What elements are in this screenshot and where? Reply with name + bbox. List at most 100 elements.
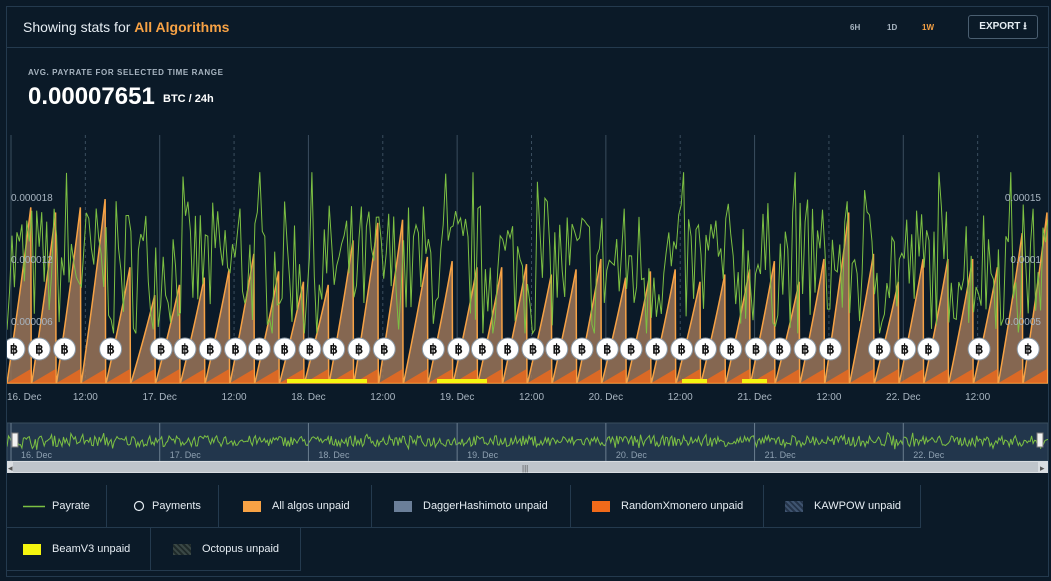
payment-circle-icon [149,337,173,361]
title-prefix: Showing stats for [23,19,131,35]
bitcoin-icon: ฿ [206,342,214,357]
legend-daggerhashimoto[interactable]: DaggerHashimoto unpaid [372,485,571,528]
payment-marker[interactable]: ฿ [867,337,891,361]
range-6h-button[interactable]: 6H [850,23,861,32]
payment-marker[interactable]: ฿ [619,337,643,361]
legend-all-algos[interactable]: All algos unpaid [219,485,372,528]
payment-marker[interactable]: ฿ [173,337,197,361]
payment-marker[interactable]: ฿ [298,337,322,361]
payrate-chart[interactable]: 0.000018 0.000012 0.000006 0.00015 0.0001 0.0… [7,135,1048,475]
legend-kawpow[interactable]: KAWPOW unpaid [764,485,921,528]
randomxmonero-unpaid-area [800,369,824,383]
payment-marker[interactable]: ฿ [99,337,123,361]
bitcoin-icon: ฿ [826,342,834,357]
payment-circle-icon [693,337,717,361]
avg-payrate-unit: BTC / 24h [163,93,214,105]
payment-marker[interactable]: ฿ [545,337,569,361]
y-axis-ticks: 0.000018 0.000012 0.000006 0.00015 0.0001 0.0… [11,193,1041,328]
legend-payrate[interactable]: Payrate [7,485,107,528]
payment-marker[interactable]: ฿ [893,337,917,361]
scroll-right-icon: ▸ [1040,463,1045,473]
payment-marker[interactable]: ฿ [322,337,346,361]
y-left-tick-label: 0.000006 [11,317,53,328]
payment-marker[interactable]: ฿ [347,337,371,361]
x-tick-label: 12:00 [519,392,544,403]
payment-marker[interactable]: ฿ [670,337,694,361]
payment-marker[interactable]: ฿ [693,337,717,361]
navigator-right-handle[interactable] [1036,432,1044,448]
payment-marker[interactable]: ฿ [917,337,941,361]
x-tick-label: 12:00 [816,392,841,403]
payment-marker[interactable]: ฿ [818,337,842,361]
payment-circle-icon [298,337,322,361]
payment-marker[interactable]: ฿ [27,337,51,361]
bitcoin-icon: ฿ [678,342,686,357]
x-tick-label: 12:00 [73,392,98,403]
export-button[interactable]: EXPORT ⭳ [968,15,1038,39]
payment-marker[interactable]: ฿ [768,337,792,361]
payment-marker[interactable]: ฿ [793,337,817,361]
bitcoin-icon: ฿ [157,342,165,357]
algorithm-selector[interactable]: All Algorithms [134,19,230,35]
payment-marker[interactable]: ฿ [1016,337,1040,361]
randomxmonero-unpaid-area [651,369,676,383]
legend-randomxmonero[interactable]: RandomXmonero unpaid [571,485,764,528]
beamv3-unpaid-area [682,379,707,383]
payment-circle-icon [7,337,26,361]
range-1w-button[interactable]: 1W [922,23,934,32]
navigator-left-handle[interactable] [11,432,19,448]
payment-marker[interactable]: ฿ [149,337,173,361]
payment-marker[interactable]: ฿ [447,337,471,361]
payment-circle-icon [322,337,346,361]
payment-circle-icon [99,337,123,361]
legend-payments[interactable]: Payments [107,485,219,528]
bitcoin-icon: ฿ [924,342,932,357]
bitcoin-icon: ฿ [553,342,561,357]
beamv3-unpaid-area [437,379,487,383]
randomxmonero-unpaid-area [750,369,775,383]
payment-marker[interactable]: ฿ [719,337,743,361]
x-tick-label: 18. Dec [291,392,325,403]
navigator-tick-label: 16. Dec [21,450,53,460]
payment-marker[interactable]: ฿ [521,337,545,361]
all-algos-unpaid-area [7,198,1048,384]
payment-circle-icon [570,337,594,361]
payment-marker[interactable]: ฿ [224,337,248,361]
randomxmonero-unpaid-area [775,369,800,383]
panel-title: Showing stats for All Algorithms [23,19,229,35]
payment-marker[interactable]: ฿ [496,337,520,361]
avg-payrate-label: AVG. PAYRATE FOR SELECTED TIME RANGE [28,68,224,77]
payment-marker[interactable]: ฿ [470,337,494,361]
legend-octopus[interactable]: Octopus unpaid [151,528,301,571]
range-1d-button[interactable]: 1D [887,23,898,32]
payment-marker[interactable]: ฿ [421,337,445,361]
swatch-icon [243,501,261,512]
payment-circle-icon [719,337,743,361]
payment-marker[interactable]: ฿ [53,337,77,361]
randomxmonero-unpaid-area [948,369,973,383]
bitcoin-icon: ฿ [603,342,611,357]
bitcoin-icon: ฿ [380,342,388,357]
x-tick-label: 16. Dec [7,392,41,403]
legend-beamv3[interactable]: BeamV3 unpaid [7,528,151,571]
payment-marker[interactable]: ฿ [967,337,991,361]
payment-marker[interactable]: ฿ [247,337,271,361]
payment-marker[interactable]: ฿ [595,337,619,361]
payment-marker[interactable]: ฿ [7,337,26,361]
randomxmonero-unpaid-area [601,369,626,383]
bitcoin-icon: ฿ [60,342,68,357]
payment-marker[interactable]: ฿ [198,337,222,361]
payment-marker[interactable]: ฿ [273,337,297,361]
unpaid-areas [7,198,1048,384]
payment-marker[interactable]: ฿ [570,337,594,361]
payment-marker[interactable]: ฿ [744,337,768,361]
x-tick-label: 17. Dec [142,392,176,403]
scrollbar-thumb [13,462,1038,472]
randomxmonero-unpaid-area [701,369,725,383]
payment-marker[interactable]: ฿ [372,337,396,361]
payment-circle-icon [619,337,643,361]
randomxmonero-unpaid-area [130,369,155,383]
legend-label: BeamV3 unpaid [52,543,131,555]
payment-marker[interactable]: ฿ [644,337,668,361]
bitcoin-icon: ฿ [181,342,189,357]
